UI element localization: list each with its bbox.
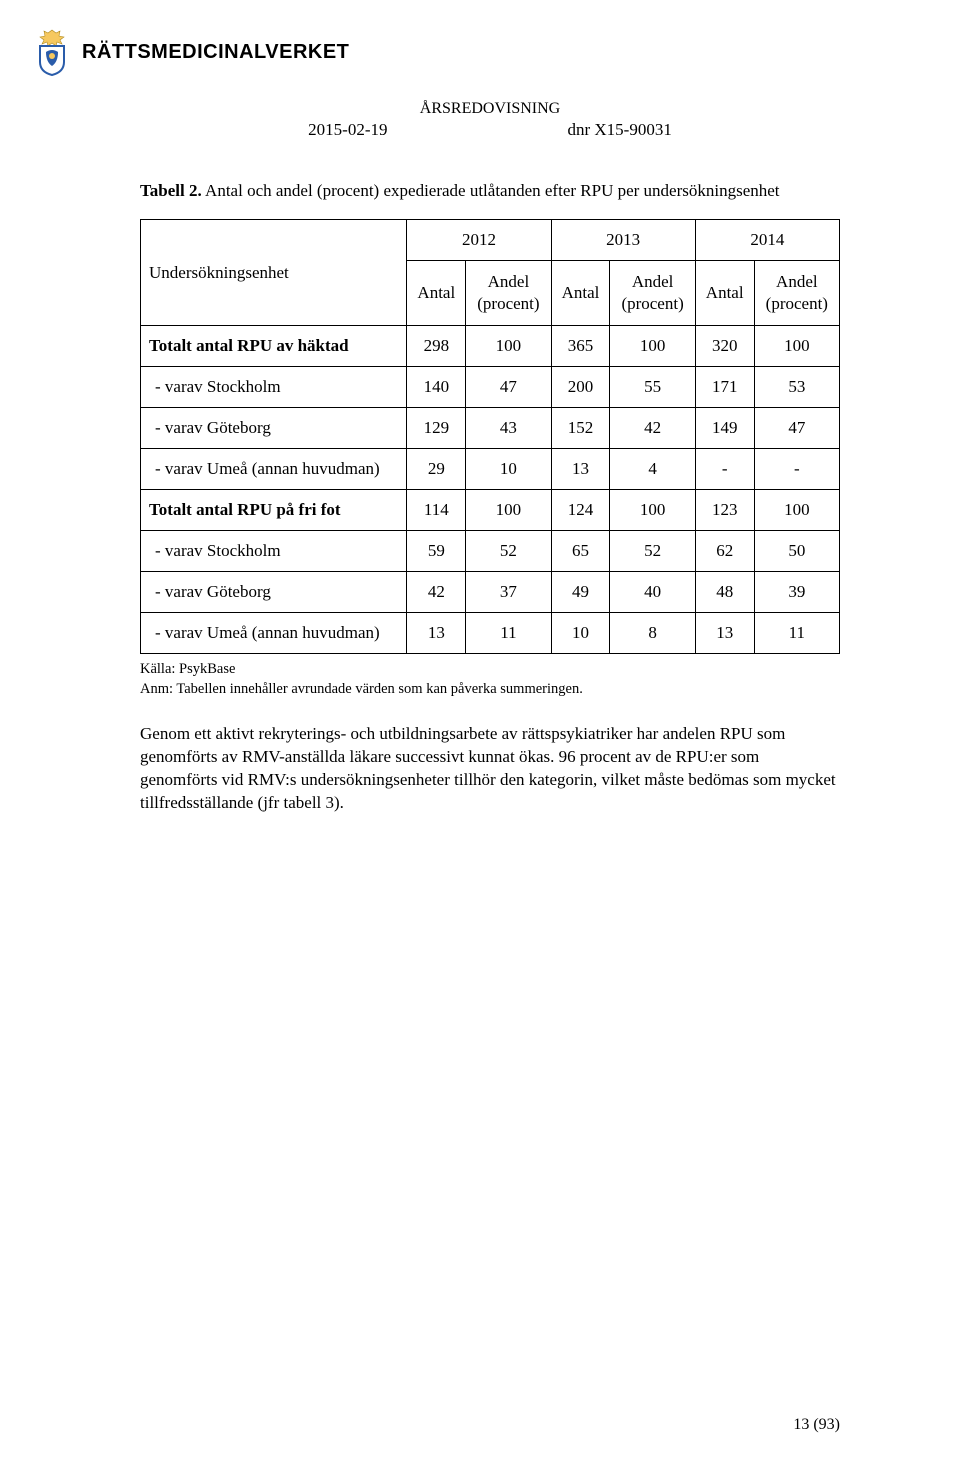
row-label: Totalt antal RPU på fri fot: [141, 490, 407, 531]
cell-value: 100: [754, 490, 839, 531]
cell-value: 52: [466, 531, 551, 572]
table-row: - varav Göteborg129431524214947: [141, 408, 840, 449]
cell-value: 29: [407, 449, 466, 490]
cell-value: 55: [610, 367, 695, 408]
page-number: 13 (93): [793, 1416, 840, 1434]
cell-value: 8: [610, 613, 695, 654]
source-note: Källa: PsykBase Anm: Tabellen innehåller…: [140, 660, 840, 699]
cell-value: 100: [754, 326, 839, 367]
table-row: - varav Umeå (annan huvudman)2910134--: [141, 449, 840, 490]
cell-value: 53: [754, 367, 839, 408]
row-label: - varav Stockholm: [141, 531, 407, 572]
table-caption: Tabell 2. Antal och andel (procent) expe…: [140, 180, 840, 203]
cell-value: 49: [551, 572, 610, 613]
subhead-antal: Antal: [551, 260, 610, 325]
caption-label: Tabell 2.: [140, 181, 202, 200]
cell-value: 10: [551, 613, 610, 654]
row-label: Totalt antal RPU av häktad: [141, 326, 407, 367]
cell-value: 37: [466, 572, 551, 613]
row-label: - varav Stockholm: [141, 367, 407, 408]
cell-value: 124: [551, 490, 610, 531]
subhead-antal: Antal: [695, 260, 754, 325]
cell-value: 42: [407, 572, 466, 613]
year-2013: 2013: [551, 219, 695, 260]
table-year-row: Undersökningsenhet 2012 2013 2014: [141, 219, 840, 260]
cell-value: 129: [407, 408, 466, 449]
cell-value: -: [754, 449, 839, 490]
year-2012: 2012: [407, 219, 551, 260]
cell-value: 100: [466, 326, 551, 367]
cell-value: 365: [551, 326, 610, 367]
cell-value: 10: [466, 449, 551, 490]
source-line1: Källa: PsykBase: [140, 660, 840, 680]
table-row: - varav Stockholm140472005517153: [141, 367, 840, 408]
cell-value: 100: [610, 490, 695, 531]
row-label: - varav Göteborg: [141, 572, 407, 613]
cell-value: 123: [695, 490, 754, 531]
doc-dnr: dnr X15-90031: [567, 120, 671, 140]
cell-value: 11: [754, 613, 839, 654]
caption-text: Antal och andel (procent) expedierade ut…: [202, 181, 780, 200]
cell-value: 13: [407, 613, 466, 654]
year-2014: 2014: [695, 219, 839, 260]
data-table: Undersökningsenhet 2012 2013 2014 Antal …: [140, 219, 840, 654]
cell-value: -: [695, 449, 754, 490]
cell-value: 42: [610, 408, 695, 449]
table-row: Totalt antal RPU på fri fot1141001241001…: [141, 490, 840, 531]
source-line2: Anm: Tabellen innehåller avrundade värde…: [140, 680, 840, 700]
cell-value: 59: [407, 531, 466, 572]
table-row: - varav Umeå (annan huvudman)13111081311: [141, 613, 840, 654]
cell-value: 13: [551, 449, 610, 490]
cell-value: 200: [551, 367, 610, 408]
cell-value: 47: [466, 367, 551, 408]
cell-value: 40: [610, 572, 695, 613]
doc-title: ÅRSREDOVISNING: [140, 100, 840, 118]
body-paragraph: Genom ett aktivt rekryterings- och utbil…: [140, 723, 840, 815]
cell-value: 65: [551, 531, 610, 572]
cell-value: 13: [695, 613, 754, 654]
table-row: - varav Göteborg423749404839: [141, 572, 840, 613]
cell-value: 149: [695, 408, 754, 449]
subhead-andel: Andel(procent): [754, 260, 839, 325]
cell-value: 50: [754, 531, 839, 572]
subhead-andel: Andel(procent): [466, 260, 551, 325]
cell-value: 100: [466, 490, 551, 531]
cell-value: 320: [695, 326, 754, 367]
table-row: - varav Stockholm595265526250: [141, 531, 840, 572]
cell-value: 100: [610, 326, 695, 367]
cell-value: 298: [407, 326, 466, 367]
cell-value: 11: [466, 613, 551, 654]
row-label: - varav Göteborg: [141, 408, 407, 449]
cell-value: 140: [407, 367, 466, 408]
subhead-antal: Antal: [407, 260, 466, 325]
document-header: ÅRSREDOVISNING 2015-02-19 dnr X15-90031: [140, 100, 840, 140]
coat-of-arms-icon: [32, 28, 72, 76]
row-label: - varav Umeå (annan huvudman): [141, 449, 407, 490]
cell-value: 48: [695, 572, 754, 613]
cell-value: 62: [695, 531, 754, 572]
cell-value: 43: [466, 408, 551, 449]
row-label: - varav Umeå (annan huvudman): [141, 613, 407, 654]
cell-value: 4: [610, 449, 695, 490]
org-logo: RÄTTSMEDICINALVERKET: [32, 28, 349, 76]
org-name: RÄTTSMEDICINALVERKET: [82, 41, 349, 64]
cell-value: 152: [551, 408, 610, 449]
subhead-andel: Andel(procent): [610, 260, 695, 325]
table-row: Totalt antal RPU av häktad29810036510032…: [141, 326, 840, 367]
cell-value: 171: [695, 367, 754, 408]
cell-value: 114: [407, 490, 466, 531]
cell-value: 52: [610, 531, 695, 572]
cell-value: 47: [754, 408, 839, 449]
cell-value: 39: [754, 572, 839, 613]
rowhead-label: Undersökningsenhet: [141, 219, 407, 325]
doc-date: 2015-02-19: [308, 120, 387, 140]
